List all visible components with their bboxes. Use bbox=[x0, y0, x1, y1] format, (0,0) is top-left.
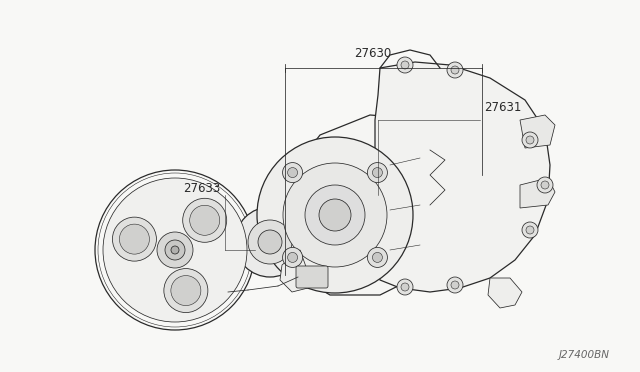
Circle shape bbox=[451, 66, 459, 74]
Circle shape bbox=[401, 283, 409, 291]
Text: 27631: 27631 bbox=[484, 101, 522, 114]
Circle shape bbox=[165, 240, 185, 260]
Circle shape bbox=[447, 62, 463, 78]
Circle shape bbox=[397, 57, 413, 73]
Circle shape bbox=[522, 222, 538, 238]
Polygon shape bbox=[375, 62, 550, 292]
Circle shape bbox=[258, 230, 282, 254]
Circle shape bbox=[367, 247, 387, 267]
Circle shape bbox=[157, 232, 193, 268]
Polygon shape bbox=[298, 115, 415, 295]
Circle shape bbox=[367, 163, 387, 183]
Circle shape bbox=[171, 276, 201, 305]
Circle shape bbox=[319, 199, 351, 231]
Circle shape bbox=[397, 279, 413, 295]
Circle shape bbox=[171, 246, 179, 254]
Circle shape bbox=[113, 217, 156, 261]
Circle shape bbox=[401, 61, 409, 69]
Circle shape bbox=[372, 167, 383, 177]
Circle shape bbox=[189, 205, 220, 235]
Circle shape bbox=[537, 177, 553, 193]
Circle shape bbox=[541, 181, 549, 189]
Polygon shape bbox=[488, 278, 522, 308]
Text: 27633: 27633 bbox=[183, 182, 220, 195]
Circle shape bbox=[182, 198, 227, 242]
Circle shape bbox=[305, 185, 365, 245]
Circle shape bbox=[235, 207, 305, 277]
Circle shape bbox=[283, 163, 387, 267]
Circle shape bbox=[164, 269, 208, 312]
Text: J27400BN: J27400BN bbox=[559, 350, 610, 360]
Circle shape bbox=[287, 253, 298, 262]
Circle shape bbox=[103, 178, 247, 322]
Circle shape bbox=[287, 167, 298, 177]
Polygon shape bbox=[280, 250, 310, 292]
Circle shape bbox=[120, 224, 149, 254]
Polygon shape bbox=[520, 115, 555, 148]
Circle shape bbox=[526, 136, 534, 144]
FancyBboxPatch shape bbox=[296, 266, 328, 288]
Circle shape bbox=[283, 163, 303, 183]
Circle shape bbox=[257, 137, 413, 293]
Text: 27630: 27630 bbox=[354, 47, 391, 60]
Polygon shape bbox=[520, 178, 555, 208]
Circle shape bbox=[447, 277, 463, 293]
Circle shape bbox=[451, 281, 459, 289]
Circle shape bbox=[283, 247, 303, 267]
Circle shape bbox=[526, 226, 534, 234]
Circle shape bbox=[522, 132, 538, 148]
Circle shape bbox=[372, 253, 383, 262]
Circle shape bbox=[248, 220, 292, 264]
